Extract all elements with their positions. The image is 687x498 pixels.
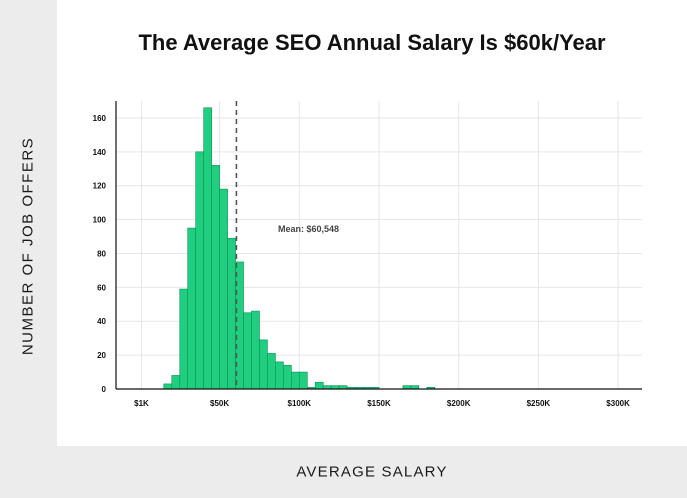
histogram-bar <box>219 188 228 390</box>
x-tick-label: $50K <box>210 399 229 408</box>
histogram-bar <box>211 165 220 390</box>
x-axis-label-band: AVERAGE SALARY <box>57 446 687 498</box>
y-tick-label: 140 <box>93 148 107 157</box>
y-tick-label: 0 <box>102 385 107 394</box>
y-axis-label-band: NUMBER OF JOB OFFERS <box>0 0 57 498</box>
histogram-bar <box>314 381 324 390</box>
y-tick-label: 40 <box>97 317 106 326</box>
x-tick-label: $100K <box>288 399 312 408</box>
histogram-bar <box>171 375 181 390</box>
y-tick-label: 80 <box>97 249 106 258</box>
histogram-bar <box>299 371 308 390</box>
chart-title: The Average SEO Annual Salary Is $60k/Ye… <box>138 30 606 55</box>
y-tick-label: 120 <box>93 182 107 191</box>
x-tick-label: $300K <box>606 399 630 408</box>
histogram-bar <box>243 312 252 390</box>
histogram-bar <box>283 364 292 390</box>
histogram-bar <box>195 151 204 390</box>
histogram-bar <box>275 361 284 390</box>
histogram-bar <box>291 371 300 390</box>
histogram-bar <box>203 107 212 390</box>
histogram-bar <box>251 310 260 390</box>
histogram-bar <box>187 227 196 390</box>
histogram-bar <box>259 339 268 390</box>
y-tick-label: 60 <box>97 283 106 292</box>
x-tick-label: $200K <box>447 399 471 408</box>
x-tick-label: $150K <box>367 399 391 408</box>
histogram-bar <box>267 353 276 390</box>
histogram-bar <box>179 288 189 390</box>
y-tick-label: 20 <box>97 351 106 360</box>
mean-annotation: Mean: $60,548 <box>278 224 339 234</box>
histogram-bar <box>163 383 173 390</box>
x-tick-label: $1K <box>134 399 149 408</box>
x-tick-label: $250K <box>527 399 551 408</box>
histogram-bar <box>227 237 236 390</box>
y-tick-label: 160 <box>93 114 107 123</box>
y-tick-label: 100 <box>93 216 107 225</box>
x-axis-label: AVERAGE SALARY <box>296 463 448 481</box>
